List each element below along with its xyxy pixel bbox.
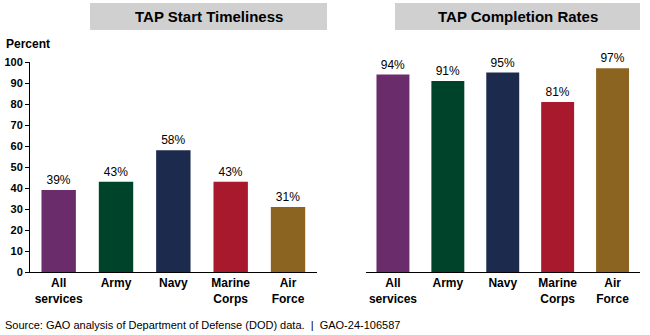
svg-text:Percent: Percent xyxy=(6,37,50,51)
svg-text:90: 90 xyxy=(11,77,23,89)
svg-text:TAP Completion Rates: TAP Completion Rates xyxy=(438,8,598,25)
svg-text:MarineCorps: MarineCorps xyxy=(538,276,577,306)
svg-text:Army: Army xyxy=(433,276,464,290)
svg-text:31%: 31% xyxy=(276,190,300,204)
svg-text:Allservices: Allservices xyxy=(35,276,83,306)
svg-text:30: 30 xyxy=(11,203,23,215)
svg-text:43%: 43% xyxy=(219,165,243,179)
svg-text:91%: 91% xyxy=(436,64,460,78)
svg-text:70: 70 xyxy=(11,119,23,131)
svg-text:100: 100 xyxy=(4,56,22,68)
svg-text:AirForce: AirForce xyxy=(596,276,629,306)
svg-text:95%: 95% xyxy=(491,56,515,70)
svg-text:40: 40 xyxy=(11,182,23,194)
svg-text:50: 50 xyxy=(11,161,23,173)
svg-text:81%: 81% xyxy=(545,85,569,99)
svg-text:10: 10 xyxy=(11,245,23,257)
svg-text:43%: 43% xyxy=(104,165,128,179)
svg-text:97%: 97% xyxy=(600,51,624,65)
svg-text:94%: 94% xyxy=(381,58,405,72)
svg-text:58%: 58% xyxy=(161,133,185,147)
svg-text:Army: Army xyxy=(101,276,132,290)
svg-text:80: 80 xyxy=(11,98,23,110)
svg-text:Source: GAO analysis of Depart: Source: GAO analysis of Department of De… xyxy=(5,319,400,331)
svg-text:Allservices: Allservices xyxy=(369,276,417,306)
svg-text:39%: 39% xyxy=(46,173,70,187)
svg-text:AirForce: AirForce xyxy=(272,276,305,306)
svg-text:0: 0 xyxy=(17,266,23,278)
svg-text:Navy: Navy xyxy=(159,276,188,290)
svg-text:Navy: Navy xyxy=(488,276,517,290)
svg-text:20: 20 xyxy=(11,224,23,236)
svg-text:60: 60 xyxy=(11,140,23,152)
svg-text:MarineCorps: MarineCorps xyxy=(211,276,250,306)
svg-text:TAP Start Timeliness: TAP Start Timeliness xyxy=(135,8,283,25)
